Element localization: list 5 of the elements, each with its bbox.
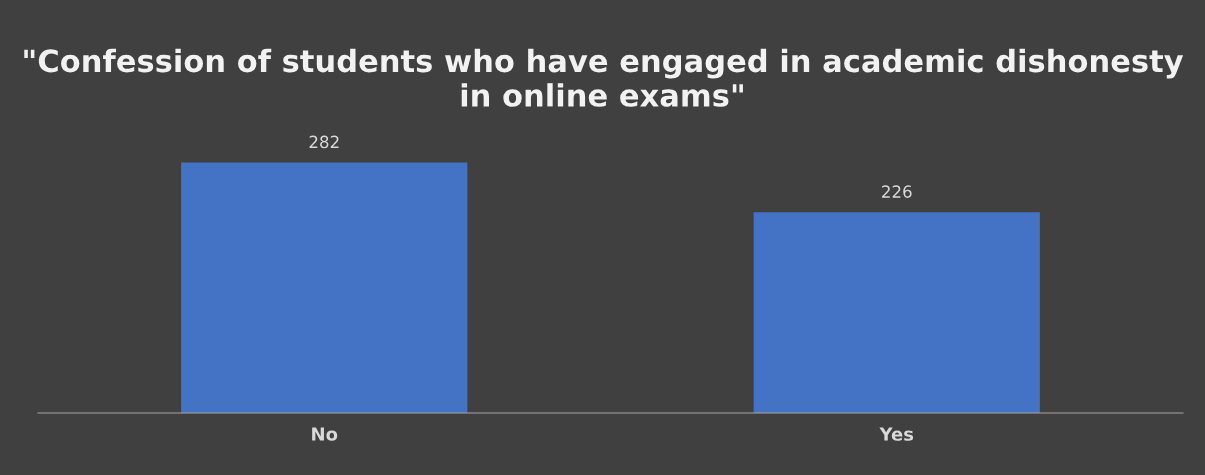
data-label: 226 <box>882 185 912 198</box>
data-label: 282 <box>309 135 339 149</box>
x-tick-label: No <box>312 427 338 441</box>
chart-title: "Confession of students who have engaged in academic dishonesty in online exams" <box>24 48 1184 107</box>
x-tick-label: Yes <box>879 427 914 441</box>
